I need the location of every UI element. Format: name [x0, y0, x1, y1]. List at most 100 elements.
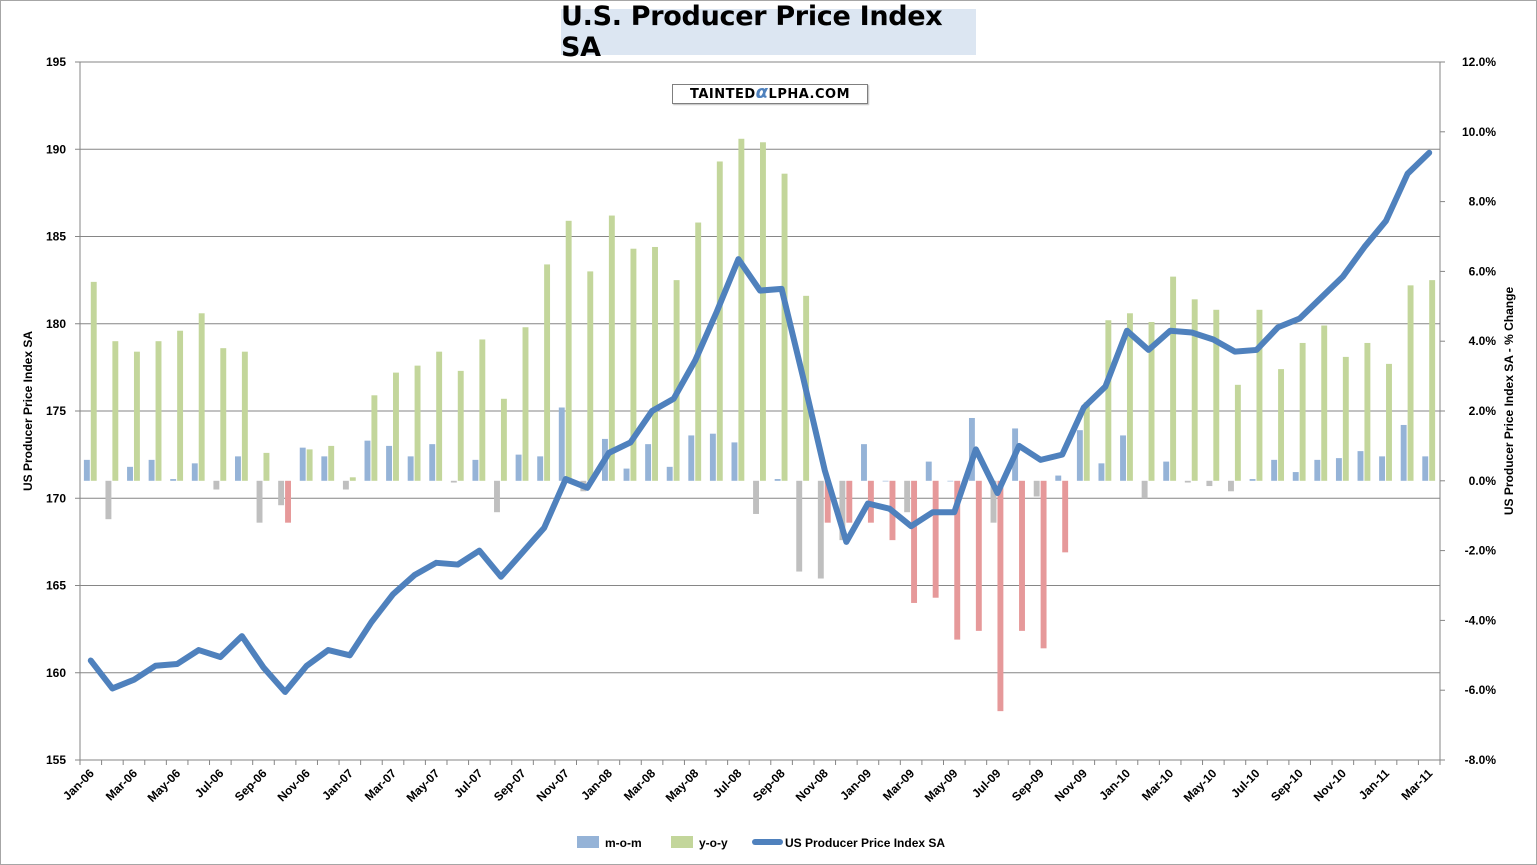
bar-m-o-m	[537, 456, 544, 481]
bar-y-o-y	[1364, 342, 1371, 481]
bar-m-o-m	[515, 454, 522, 481]
x-axis-tick-label: May-08	[663, 766, 702, 805]
x-axis-tick-label: Jul-08	[710, 766, 745, 801]
bar-y-o-y	[846, 480, 853, 523]
bar-y-o-y	[975, 480, 982, 631]
x-axis-tick-label: Sep-09	[1009, 766, 1047, 804]
bar-m-o-m	[774, 479, 781, 481]
x-axis-tick-label: Jan-07	[319, 766, 356, 803]
bar-m-o-m	[1098, 463, 1105, 481]
bar-y-o-y	[1342, 356, 1349, 481]
bar-y-o-y	[1019, 480, 1025, 631]
bar-y-o-y	[1321, 325, 1328, 481]
x-axis-tick-label: Jan-10	[1096, 766, 1133, 803]
bar-m-o-m	[342, 480, 349, 490]
bar-m-o-m	[1163, 461, 1170, 481]
x-axis-tick-label: May-10	[1181, 766, 1220, 805]
bar-m-o-m	[83, 459, 90, 481]
right-axis-tick-label: 12.0%	[1462, 55, 1496, 69]
right-axis-tick-label: -8.0%	[1465, 753, 1497, 767]
x-axis-tick-label: Nov-10	[1311, 766, 1349, 804]
bar-m-o-m	[731, 442, 738, 481]
bar-m-o-m	[105, 480, 112, 520]
bar-m-o-m	[386, 445, 393, 481]
bar-m-o-m	[839, 480, 846, 541]
right-axis-tick-label: -6.0%	[1465, 683, 1497, 697]
legend-label-us-producer-price-index-sa: US Producer Price Index SA	[785, 836, 945, 850]
bar-m-o-m	[882, 480, 889, 482]
bar-m-o-m	[364, 440, 371, 481]
bar-y-o-y	[608, 215, 615, 481]
bar-m-o-m	[968, 417, 975, 481]
bar-m-o-m	[753, 480, 759, 514]
left-axis-tick-label: 195	[46, 55, 66, 69]
bar-m-o-m	[947, 480, 954, 482]
bar-y-o-y	[716, 161, 723, 481]
bar-y-o-y	[371, 395, 378, 481]
x-axis-tick-label: Jul-07	[451, 766, 486, 801]
bar-m-o-m	[990, 480, 997, 523]
bar-y-o-y	[133, 351, 140, 481]
x-axis-tick-label: May-06	[145, 766, 184, 805]
bar-m-o-m	[450, 480, 457, 483]
bar-m-o-m	[191, 463, 198, 481]
bar-y-o-y	[565, 220, 572, 481]
bar-m-o-m	[127, 466, 133, 481]
bar-y-o-y	[911, 480, 918, 603]
bar-m-o-m	[1184, 480, 1191, 483]
bar-y-o-y	[198, 313, 205, 481]
bar-m-o-m	[1271, 459, 1278, 481]
right-axis-tick-label: 2.0%	[1469, 404, 1497, 418]
watermark-alpha: α	[755, 81, 769, 103]
x-axis-tick-label: Mar-10	[1139, 766, 1176, 803]
bar-m-o-m	[1033, 480, 1040, 497]
bar-y-o-y	[90, 281, 97, 481]
bar-m-o-m	[1400, 424, 1407, 481]
bar-y-o-y	[824, 480, 831, 523]
x-axis-tick-label: Mar-09	[880, 766, 917, 803]
right-axis-tick-label: 0.0%	[1469, 474, 1497, 488]
bar-y-o-y	[1278, 369, 1285, 481]
bar-m-o-m	[1249, 479, 1256, 481]
bar-m-o-m	[1055, 475, 1062, 481]
bar-y-o-y	[436, 351, 443, 481]
bar-y-o-y	[1386, 363, 1392, 481]
bar-m-o-m	[796, 480, 803, 572]
right-axis-tick-label: 4.0%	[1469, 334, 1497, 348]
bar-m-o-m	[1120, 435, 1126, 481]
bar-m-o-m	[709, 433, 716, 481]
bar-m-o-m	[429, 444, 436, 481]
right-axis-title: US Producer Price Index SA - % Change	[1502, 287, 1516, 516]
bar-y-o-y	[1062, 480, 1069, 553]
bar-m-o-m	[278, 480, 285, 506]
bar-y-o-y	[1148, 322, 1155, 481]
bar-m-o-m	[861, 444, 867, 481]
x-axis-tick-label: Sep-10	[1268, 766, 1306, 804]
right-axis-tick-label: 6.0%	[1469, 264, 1497, 278]
bar-m-o-m	[688, 435, 695, 481]
bar-m-o-m	[1206, 480, 1213, 487]
bar-y-o-y	[673, 280, 680, 481]
bar-m-o-m	[299, 447, 306, 481]
bar-m-o-m	[494, 480, 500, 513]
bar-m-o-m	[666, 466, 673, 481]
left-axis-tick-label: 160	[46, 666, 66, 680]
right-axis-tick-label: -2.0%	[1465, 544, 1497, 558]
x-axis-tick-label: May-07	[404, 766, 443, 805]
bar-y-o-y	[241, 351, 248, 481]
bar-m-o-m	[645, 444, 652, 481]
bar-y-o-y	[1083, 402, 1090, 481]
bar-y-o-y	[479, 339, 486, 481]
x-axis-tick-label: Jan-09	[837, 766, 874, 803]
left-axis-tick-label: 165	[46, 579, 66, 593]
left-axis-tick-label: 190	[46, 142, 66, 156]
watermark-prefix: TAINTED	[689, 86, 756, 102]
left-axis-tick-label: 175	[46, 404, 66, 418]
legend-label-y-o-y: y-o-y	[699, 836, 728, 850]
bar-y-o-y	[1105, 320, 1112, 481]
series-line-us-producer-price-index-sa	[87, 149, 1433, 695]
bar-m-o-m	[213, 480, 220, 490]
chart-title-box: U.S. Producer Price Index SA	[561, 1, 976, 63]
bar-y-o-y	[1234, 384, 1241, 481]
